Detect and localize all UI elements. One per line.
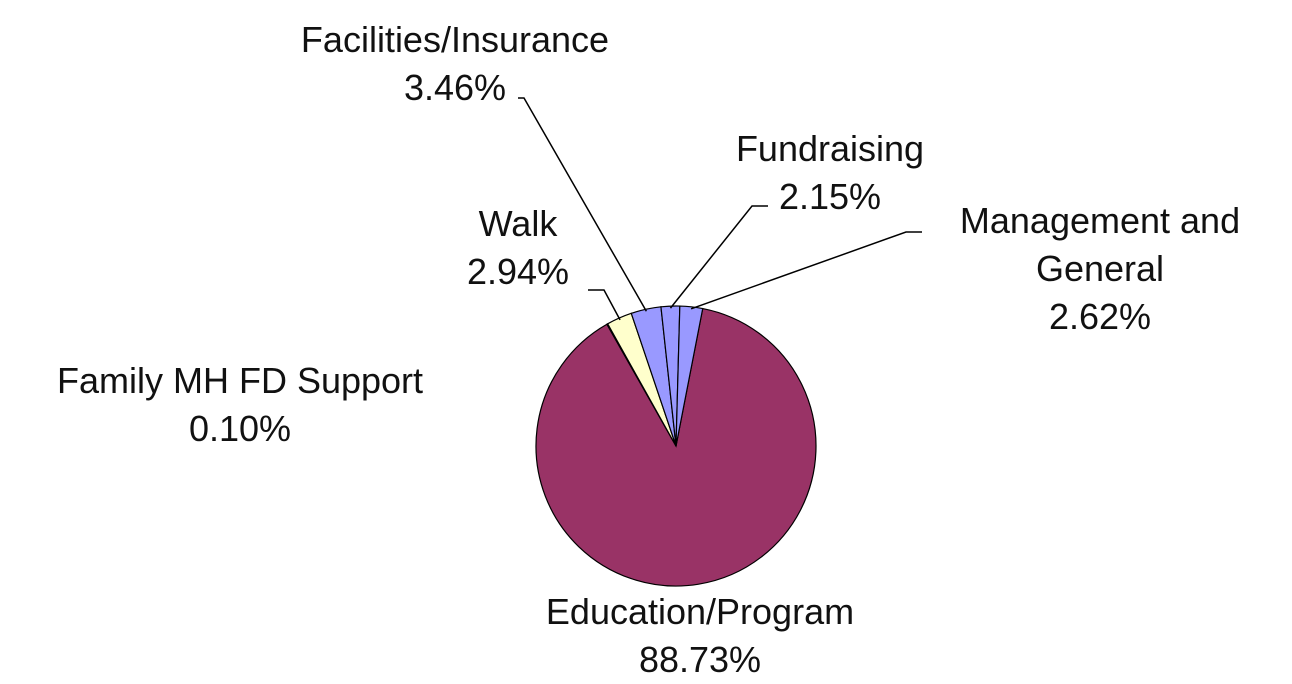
pie-slice: [675, 305, 704, 447]
value-label: 2.15%: [778, 176, 882, 217]
value-label: 2.62%: [1048, 296, 1152, 337]
leader-line: [518, 97, 648, 312]
value-label: 88.73%: [638, 639, 762, 680]
leader-line: [690, 231, 922, 310]
category-label: Management and General: [959, 200, 1241, 289]
category-label: Fundraising: [735, 128, 925, 169]
value-label: 0.10%: [188, 408, 292, 449]
slice-label: Management and General 2.62%: [920, 197, 1280, 341]
slice-label: Education/Program 88.73%: [546, 588, 854, 684]
category-label: Family MH FD Support: [56, 360, 424, 401]
leader-line: [588, 289, 621, 321]
slice-label: Walk 2.94%: [467, 200, 569, 296]
category-label: Facilities/Insurance: [300, 19, 610, 60]
value-label: 2.94%: [466, 251, 570, 292]
slice-label: Fundraising 2.15%: [736, 125, 924, 221]
value-label: 3.46%: [403, 67, 507, 108]
category-label: Education/Program: [545, 591, 855, 632]
leader-line: [669, 205, 768, 309]
slice-label: Facilities/Insurance 3.46%: [301, 16, 609, 112]
pie-slice: [535, 307, 817, 587]
category-label: Walk: [478, 203, 558, 244]
slice-label: Family MH FD Support 0.10%: [57, 357, 423, 453]
